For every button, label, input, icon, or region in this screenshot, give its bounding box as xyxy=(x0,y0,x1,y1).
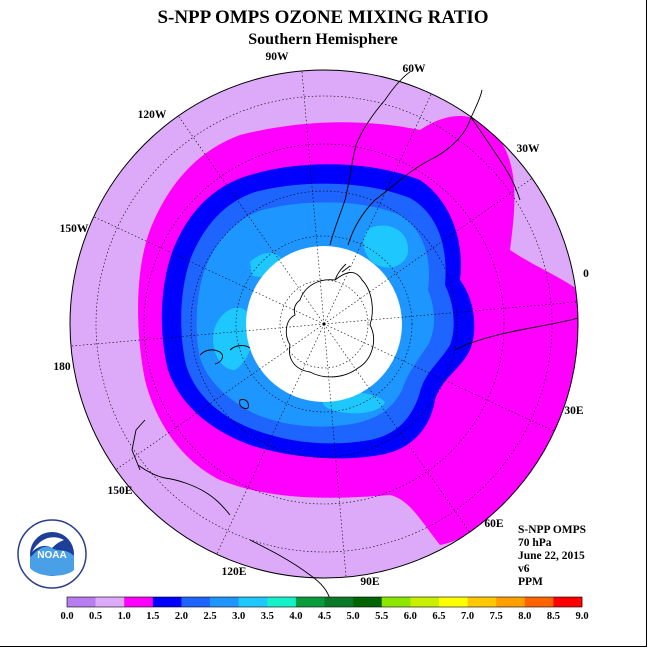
colorbar-swatch xyxy=(553,597,583,607)
map-outline xyxy=(69,69,579,579)
colorbar-swatch xyxy=(353,597,383,607)
meridian-line xyxy=(323,323,555,432)
colorbar: 0.0 0.5 1.0 1.5 2.0 2.5 3.0 3.5 4.0 4.5 5.0 5.5 6.0 6… xyxy=(60,596,589,622)
page-title: S-NPP OMPS OZONE MIXING RATIO xyxy=(157,7,489,28)
longitude-label: 150W xyxy=(60,223,89,235)
colorbar-tick-label: 6.5 xyxy=(432,611,445,622)
noaa-logo-icon: NOAA xyxy=(17,519,87,589)
colorbar-swatch xyxy=(67,597,96,607)
info-pressure: 70 hPa xyxy=(518,537,552,549)
meridian-lines xyxy=(70,70,578,578)
colorbar-tick-label: 1.0 xyxy=(118,611,131,622)
meridian-line xyxy=(93,216,325,325)
latitude-circle-50s xyxy=(143,143,505,505)
longitude-label: 60W xyxy=(403,63,427,75)
colorbar-swatch xyxy=(210,597,239,607)
meridian-line xyxy=(178,115,325,325)
meridian-line xyxy=(323,301,578,325)
graticule xyxy=(70,70,578,578)
longitude-label: 150E xyxy=(108,485,133,497)
australia-coast xyxy=(131,419,231,516)
colorbar-tick-label: 7.0 xyxy=(461,611,474,622)
colorbar-frame xyxy=(66,596,583,608)
south-pole-dot xyxy=(322,322,326,326)
colorbar-tick-label: 1.5 xyxy=(146,611,159,622)
meridian-line xyxy=(323,323,470,533)
colorbar-swatch xyxy=(295,597,325,607)
colorbar-swatch xyxy=(381,597,411,607)
info-date: June 22, 2015 xyxy=(518,550,585,562)
colorbar-tick-label: 9.0 xyxy=(575,611,588,622)
meridian-line xyxy=(323,323,347,578)
band-3p0-3p5-patch-2 xyxy=(213,307,254,370)
colorbar-swatch xyxy=(438,597,468,607)
info-version: v6 xyxy=(518,563,530,575)
colorbar-tick-label: 6.0 xyxy=(404,611,417,622)
colorbar-swatch xyxy=(238,597,268,607)
colorbar-tick-label: 8.0 xyxy=(518,611,531,622)
tasmania-coast xyxy=(239,399,249,409)
longitude-label: 30W xyxy=(517,143,541,155)
meridian-line xyxy=(115,323,325,470)
latitude-circle-60s xyxy=(190,190,458,458)
antarctica-coast xyxy=(285,272,374,378)
colorbar-tick-label: 7.5 xyxy=(490,611,503,622)
latitude-circle-80s xyxy=(279,279,369,369)
meridian-line xyxy=(323,178,533,325)
africa-south-coast xyxy=(454,317,579,351)
meridian-line xyxy=(301,70,325,325)
new-zealand-coast xyxy=(199,345,251,365)
noaa-logo-text: NOAA xyxy=(37,550,66,561)
colorbar-tick-label: 0.5 xyxy=(89,611,102,622)
longitude-labels: 90W 60W 30W 0 30E 60E 90E 120E 150E 180 150W 120W xyxy=(53,51,589,588)
colorbar-swatch xyxy=(95,597,125,607)
colorbar-tick-label: 0.0 xyxy=(60,611,73,622)
colorbar-tick-label: 2.0 xyxy=(175,611,188,622)
longitude-label: 180 xyxy=(53,361,71,373)
longitude-label: 90E xyxy=(360,576,380,588)
colorbar-swatch xyxy=(124,597,154,607)
meridian-line xyxy=(70,323,325,347)
south-america-coast-east xyxy=(347,89,483,246)
longitude-label: 120W xyxy=(138,109,167,121)
page-subtitle: Southern Hemisphere xyxy=(248,31,398,48)
info-block: S-NPP OMPS 70 hPa June 22, 2015 v6 PPM xyxy=(518,524,586,589)
latitude-circle-70s xyxy=(235,235,413,413)
band-3p0-3p5-patch-1 xyxy=(363,225,409,268)
colorbar-swatch xyxy=(410,597,440,607)
colorbar-swatch xyxy=(267,597,297,607)
asia-coast xyxy=(249,539,331,601)
africa-coast xyxy=(469,115,521,201)
longitude-label: 60E xyxy=(484,518,504,530)
colorbar-tick-label: 5.0 xyxy=(347,611,360,622)
south-america-coast xyxy=(329,71,411,246)
colorbar-tick-label: 5.5 xyxy=(375,611,388,622)
colorbar-tick-label: 8.5 xyxy=(547,611,560,622)
latitude-circle-40s xyxy=(95,95,553,553)
colorbar-tick-label: 2.5 xyxy=(203,611,216,622)
colorbar-swatch xyxy=(496,597,526,607)
info-units: PPM xyxy=(518,576,543,588)
colorbar-swatch xyxy=(524,597,554,607)
colorbar-swatch xyxy=(181,597,211,607)
colorbar-swatch xyxy=(152,597,182,607)
antarctic-peninsula xyxy=(334,263,351,281)
colorbar-tick-label: 4.5 xyxy=(318,611,331,622)
longitude-label: 30E xyxy=(564,405,584,417)
colorbar-tick-label: 3.5 xyxy=(261,611,274,622)
longitude-label: 120E xyxy=(222,566,247,578)
meridian-line xyxy=(323,93,432,325)
meridian-line xyxy=(216,323,325,555)
info-instrument: S-NPP OMPS xyxy=(518,524,587,536)
coastlines xyxy=(131,71,579,601)
colorbar-swatch xyxy=(467,597,497,607)
colorbar-swatch xyxy=(324,597,354,607)
colorbar-tick-label: 3.0 xyxy=(232,611,245,622)
longitude-label: 0 xyxy=(583,268,589,280)
colorbar-tick-label: 4.0 xyxy=(289,611,302,622)
longitude-label: 90W xyxy=(266,51,290,63)
